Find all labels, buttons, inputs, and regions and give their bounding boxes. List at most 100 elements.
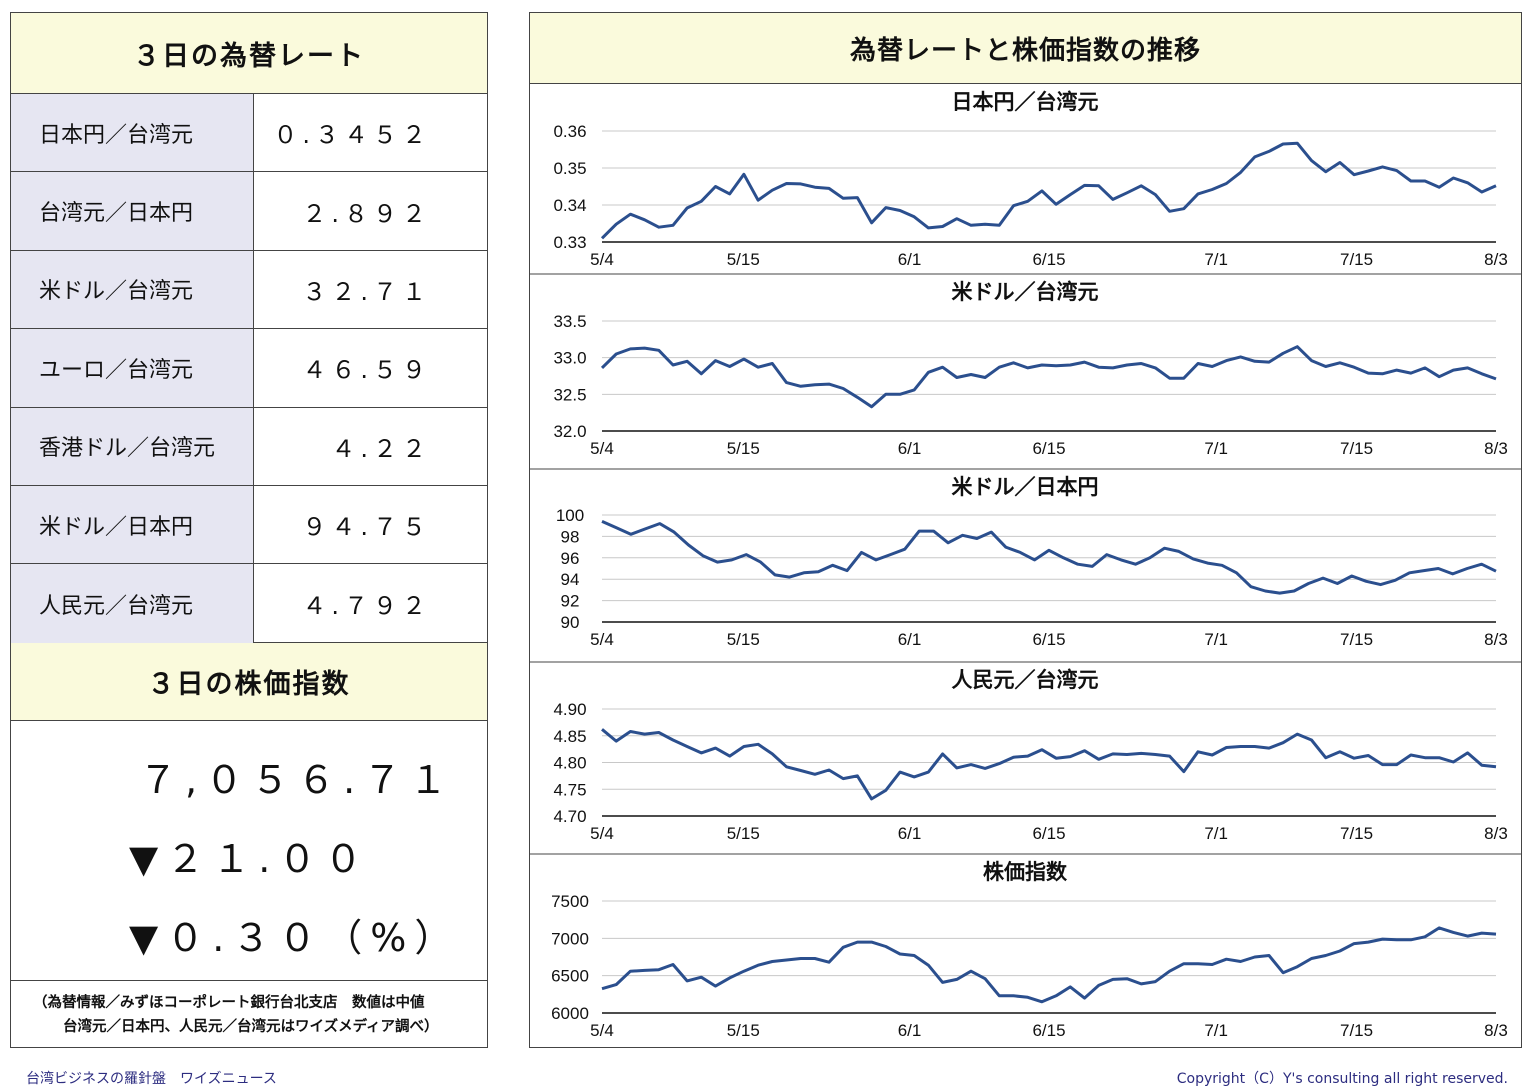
- chart-title: 日本円／台湾元: [952, 90, 1099, 114]
- x-tick-label: 8/3: [1484, 439, 1508, 458]
- rate-row: 香港ドル／台湾元 ４.２２: [11, 407, 487, 486]
- y-tick-label: 98: [561, 527, 580, 546]
- x-tick-label: 7/1: [1204, 824, 1228, 843]
- chart-title: 米ドル／日本円: [952, 475, 1099, 499]
- series-line: [601, 926, 1497, 1004]
- rate-row: 人民元／台湾元 ４.７９２: [11, 564, 487, 643]
- y-tick-label: 4.70: [553, 807, 586, 826]
- y-tick-label: 33.5: [553, 312, 586, 331]
- source-note: （為替情報／みずほコーポレート銀行台北支店 数値は中値 台湾元／日本円、人民元／…: [11, 981, 487, 1039]
- x-tick-label: 7/1: [1204, 1021, 1228, 1040]
- y-tick-label: 32.5: [553, 385, 586, 404]
- rate-value: ４.７９２: [302, 592, 431, 621]
- rate-label: 米ドル／日本円: [11, 485, 254, 564]
- chart-0: 日本円／台湾元 0.36 0.35 0.34 0.335/4 5/15 6/1 6/15 7/1…: [553, 90, 1507, 269]
- y-tick-label: 6500: [551, 967, 589, 986]
- x-tick-label: 7/15: [1340, 824, 1373, 843]
- y-tick-label: 0.36: [553, 122, 586, 141]
- x-tick-label: 8/3: [1484, 824, 1508, 843]
- charts-panel: 為替レートと株価指数の推移 日本円／台湾元 0.36 0.35 0.34 0.33 5/4…: [529, 12, 1522, 1048]
- x-tick-label: 5/15: [727, 250, 760, 269]
- y-tick-label: 90: [561, 613, 580, 632]
- y-tick-label: 4.85: [553, 727, 586, 746]
- rates-title: ３日の為替レート: [11, 13, 487, 94]
- y-tick-label: 96: [561, 549, 580, 568]
- x-tick-label: 8/3: [1484, 1021, 1508, 1040]
- x-tick-label: 5/15: [727, 439, 760, 458]
- x-tick-label: 7/15: [1340, 630, 1373, 649]
- rate-label: 日本円／台湾元: [11, 94, 254, 172]
- chart-title: 米ドル／台湾元: [952, 280, 1099, 304]
- x-tick-label: 6/15: [1032, 824, 1065, 843]
- stock-title: ３日の株価指数: [11, 643, 487, 721]
- x-tick-label: 5/4: [590, 1021, 614, 1040]
- rate-value: ２.８９２: [302, 199, 431, 228]
- rate-row: 台湾元／日本円 ２.８９２: [11, 172, 487, 251]
- rate-row: 日本円／台湾元 ０.３４５２: [11, 94, 487, 173]
- x-tick-label: 5/4: [590, 630, 614, 649]
- rate-label: 台湾元／日本円: [11, 172, 254, 250]
- x-tick-label: 7/15: [1340, 1021, 1373, 1040]
- x-tick-label: 7/15: [1340, 250, 1373, 269]
- y-tick-label: 4.90: [553, 700, 586, 719]
- x-tick-label: 6/15: [1032, 250, 1065, 269]
- rate-value: ９４.７５: [302, 513, 431, 542]
- x-tick-label: 6/1: [898, 824, 922, 843]
- chart-1: 米ドル／台湾元 33.5 33.0 32.5 32.05/4 5/15 6/1 6/15 7/1…: [530, 273, 1521, 458]
- y-tick-label: 4.80: [553, 754, 586, 773]
- x-tick-label: 8/3: [1484, 250, 1508, 269]
- x-tick-label: 6/1: [898, 250, 922, 269]
- x-tick-label: 5/4: [590, 250, 614, 269]
- rate-value: ４.２２: [331, 434, 431, 463]
- x-tick-label: 6/15: [1032, 630, 1065, 649]
- rates-panel: ３日の為替レート 日本円／台湾元 ０.３４５２ 台湾元／日本円 ２.８９２ 米ド…: [10, 12, 488, 1048]
- stock-change-pct: ▼０.３０（%）: [129, 916, 461, 960]
- rate-row: ユーロ／台湾元 ４６.５９: [11, 329, 487, 408]
- rate-label: 人民元／台湾元: [11, 564, 254, 643]
- x-tick-label: 6/1: [898, 630, 922, 649]
- x-tick-label: 6/15: [1032, 1021, 1065, 1040]
- rate-value: ０.３４５２: [273, 121, 431, 150]
- rates-table: 日本円／台湾元 ０.３４５２ 台湾元／日本円 ２.８９２ 米ドル／台湾元 ３２.…: [11, 94, 487, 643]
- rate-value: ３２.７１: [302, 277, 431, 306]
- footer-copyright: Copyright（C）Y's consulting all right res…: [1176, 1071, 1508, 1087]
- y-tick-label: 33.0: [553, 349, 586, 368]
- x-tick-label: 7/15: [1340, 439, 1373, 458]
- chart-2: 米ドル／日本円 100 98 96 94 92 90 5/4 5/15 6/1 6/15 7/1 7/1…: [530, 468, 1521, 649]
- rate-row: 米ドル／台湾元 ３２.７１: [11, 250, 487, 330]
- y-tick-label: 94: [561, 570, 580, 589]
- chart-title: 株価指数: [983, 860, 1068, 884]
- stock-change: ▼２１.００: [129, 837, 371, 881]
- y-tick-label: 7000: [551, 929, 589, 948]
- stock-summary: ７,０５６.７１ ▼２１.００ ▼０.３０（%）: [11, 721, 487, 981]
- y-tick-label: 4.75: [553, 780, 586, 799]
- x-tick-label: 6/1: [898, 1021, 922, 1040]
- x-tick-label: 5/15: [727, 1021, 760, 1040]
- rate-label: ユーロ／台湾元: [11, 329, 254, 407]
- x-tick-label: 5/15: [727, 824, 760, 843]
- series-line: [600, 141, 1497, 240]
- chart-3: 人民元／台湾元 4.90 4.85 4.80 4.75 4.705/4 5/15 6/1 6/1…: [530, 661, 1521, 843]
- x-tick-label: 5/15: [727, 630, 760, 649]
- y-tick-label: 100: [556, 506, 584, 525]
- source-note-line1: （為替情報／みずほコーポレート銀行台北支店 数値は中値: [33, 995, 425, 1011]
- y-tick-label: 0.33: [553, 233, 586, 252]
- x-tick-label: 5/4: [590, 439, 614, 458]
- y-tick-label: 6000: [551, 1004, 589, 1023]
- x-tick-label: 7/1: [1204, 250, 1228, 269]
- chart-title: 人民元／台湾元: [952, 668, 1099, 692]
- y-tick-label: 0.34: [553, 196, 586, 215]
- series-line: [601, 520, 1497, 595]
- rate-label: 米ドル／台湾元: [11, 250, 254, 329]
- y-tick-label: 0.35: [553, 159, 586, 178]
- rate-label: 香港ドル／台湾元: [11, 407, 254, 485]
- y-tick-label: 7500: [551, 892, 589, 911]
- series-line: [601, 728, 1497, 801]
- x-tick-label: 8/3: [1484, 630, 1508, 649]
- y-tick-label: 92: [561, 592, 580, 611]
- stock-index-value: ７,０５６.７１: [139, 758, 456, 802]
- series-line: [600, 345, 1497, 409]
- x-tick-label: 7/1: [1204, 630, 1228, 649]
